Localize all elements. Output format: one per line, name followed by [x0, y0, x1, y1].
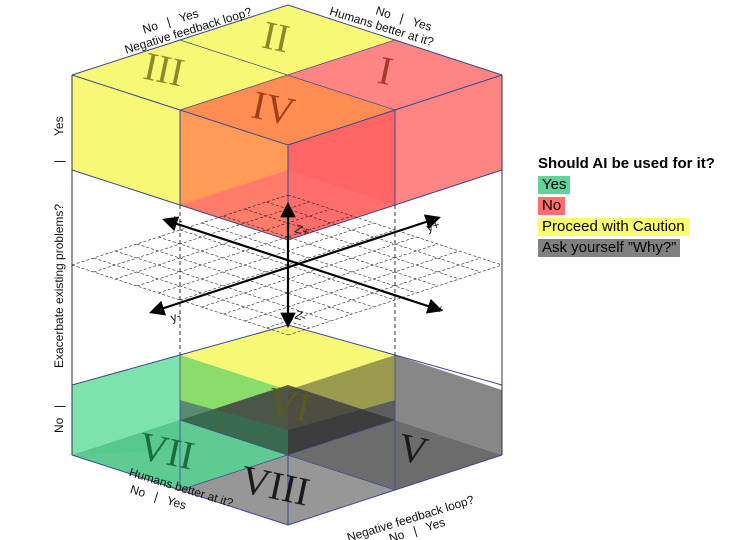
legend-item-yes: Yes: [538, 176, 571, 194]
vertical-divider-top: |: [52, 160, 66, 163]
z-minus-label: Z-: [293, 308, 308, 325]
vertical-no: No: [52, 417, 66, 433]
x-minus-label: x-: [171, 212, 185, 228]
z-plus-label: Z+: [293, 222, 311, 240]
grid-line: [93, 201, 310, 273]
legend: Should AI be used for it? Yes No Proceed…: [538, 155, 715, 260]
legend-item-why: Ask yourself ”Why?”: [538, 239, 681, 257]
axes: [149, 201, 443, 329]
octant-VI-label: VI: [264, 378, 315, 431]
wall-VII-olive: [288, 400, 395, 455]
vertical-title: Exacerbate existing problems?: [52, 204, 66, 368]
x-plus-label: x+: [429, 300, 446, 317]
grid-line: [71, 194, 289, 266]
wall-VII-mid: [180, 400, 288, 455]
grid-line: [93, 257, 310, 329]
y-axis: [162, 216, 443, 314]
y-plus-label: y+: [425, 218, 442, 235]
bottom-top-yellow: [180, 325, 395, 390]
legend-item-no: No: [538, 197, 566, 215]
wall-III: [72, 75, 180, 205]
legend-title: Should AI be used for it?: [538, 155, 715, 172]
wall-V-gray: [395, 355, 502, 455]
bottom-block: [71, 324, 503, 526]
vertical-yes: Yes: [52, 116, 66, 136]
octant-IV-label: IV: [248, 82, 299, 135]
grid-line: [71, 264, 289, 336]
vertical-divider-bottom: |: [52, 405, 66, 408]
octant-III-label: III: [140, 43, 188, 95]
legend-item-caution: Proceed with Caution: [538, 218, 689, 236]
wall-I: [395, 75, 502, 205]
y-minus-label: y-: [169, 308, 183, 324]
